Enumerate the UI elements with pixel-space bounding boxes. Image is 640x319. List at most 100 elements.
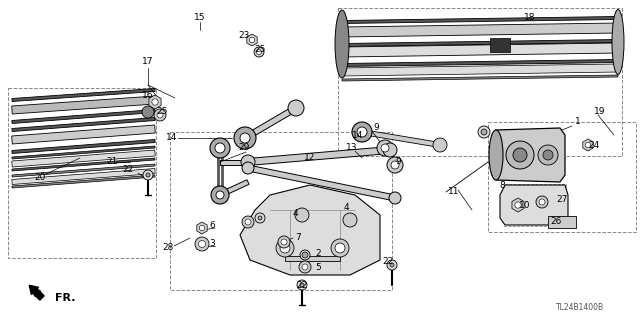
Polygon shape [12, 150, 156, 167]
Text: 23: 23 [238, 32, 250, 41]
Circle shape [513, 148, 527, 162]
Text: 17: 17 [142, 57, 154, 66]
Text: 27: 27 [556, 195, 568, 204]
Circle shape [240, 133, 250, 143]
Circle shape [234, 127, 256, 149]
Bar [338, 8, 622, 156]
Circle shape [302, 264, 308, 270]
Text: 14: 14 [166, 133, 178, 143]
Circle shape [195, 237, 209, 251]
Polygon shape [12, 139, 155, 153]
Polygon shape [12, 164, 155, 177]
Text: 11: 11 [448, 188, 460, 197]
Circle shape [381, 144, 389, 152]
Text: 22: 22 [296, 280, 308, 290]
Ellipse shape [335, 10, 349, 78]
Circle shape [242, 162, 254, 174]
Circle shape [478, 126, 490, 138]
Circle shape [242, 216, 254, 228]
Circle shape [433, 138, 447, 152]
Text: 29: 29 [238, 144, 250, 152]
Circle shape [389, 192, 401, 204]
Text: 5: 5 [315, 263, 321, 272]
Text: 25: 25 [156, 108, 168, 116]
Ellipse shape [612, 10, 624, 75]
Text: 9: 9 [395, 158, 401, 167]
Circle shape [357, 127, 367, 137]
Circle shape [254, 47, 264, 57]
Bar [488, 122, 636, 232]
Circle shape [198, 241, 205, 248]
Circle shape [258, 216, 262, 220]
Polygon shape [12, 109, 155, 123]
Text: 14: 14 [352, 131, 364, 140]
Circle shape [352, 122, 372, 142]
Circle shape [245, 219, 251, 225]
Text: 24: 24 [588, 142, 600, 151]
Polygon shape [247, 34, 257, 46]
Text: FR.: FR. [55, 293, 76, 303]
Polygon shape [12, 88, 155, 101]
Text: 18: 18 [524, 13, 536, 23]
Text: 4: 4 [292, 210, 298, 219]
Circle shape [210, 138, 230, 158]
Circle shape [299, 261, 311, 273]
Polygon shape [12, 168, 155, 184]
Text: 1: 1 [575, 117, 581, 127]
Polygon shape [149, 95, 161, 109]
Polygon shape [12, 125, 156, 144]
Circle shape [154, 109, 166, 121]
Polygon shape [362, 130, 440, 147]
Text: 10: 10 [519, 202, 531, 211]
Circle shape [377, 140, 393, 156]
Polygon shape [197, 222, 207, 234]
Polygon shape [342, 64, 618, 76]
Text: 3: 3 [209, 240, 215, 249]
Ellipse shape [489, 130, 503, 180]
Text: 13: 13 [346, 144, 358, 152]
Circle shape [142, 106, 154, 118]
Polygon shape [12, 96, 156, 114]
Text: 15: 15 [195, 13, 205, 23]
Text: 22: 22 [382, 256, 394, 265]
Bar [8, 88, 156, 258]
Circle shape [515, 202, 521, 208]
Polygon shape [500, 185, 568, 225]
Text: 25: 25 [254, 44, 266, 54]
Circle shape [335, 243, 345, 253]
Text: 21: 21 [106, 158, 118, 167]
Polygon shape [342, 43, 618, 57]
FancyArrow shape [29, 285, 44, 300]
Circle shape [295, 208, 309, 222]
Circle shape [146, 173, 150, 177]
Circle shape [157, 112, 163, 118]
Circle shape [216, 191, 224, 199]
Polygon shape [12, 175, 155, 188]
Circle shape [387, 157, 403, 173]
Circle shape [143, 170, 153, 180]
Circle shape [211, 186, 229, 204]
Polygon shape [12, 117, 155, 131]
Polygon shape [342, 60, 618, 66]
Text: 6: 6 [209, 221, 215, 231]
Bar [170, 132, 392, 290]
Polygon shape [248, 146, 390, 166]
Polygon shape [243, 105, 298, 141]
Polygon shape [12, 146, 155, 159]
Text: 8: 8 [499, 181, 505, 189]
Circle shape [300, 250, 310, 260]
Circle shape [543, 150, 553, 160]
Text: 7: 7 [295, 234, 301, 242]
Circle shape [199, 225, 205, 231]
Circle shape [343, 213, 357, 227]
Circle shape [300, 283, 304, 287]
Polygon shape [240, 185, 380, 275]
Polygon shape [285, 256, 340, 261]
Bar [504, 184, 566, 226]
Text: 16: 16 [142, 92, 154, 100]
Polygon shape [492, 128, 565, 182]
Text: 19: 19 [595, 108, 605, 116]
Circle shape [302, 252, 308, 258]
Text: 26: 26 [550, 218, 562, 226]
Circle shape [241, 155, 255, 169]
